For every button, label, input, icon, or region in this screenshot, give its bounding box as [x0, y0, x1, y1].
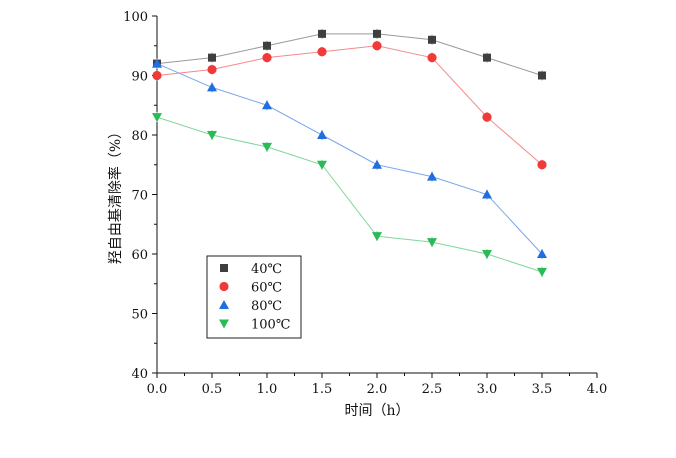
- data-point-triangle-up: [207, 82, 217, 92]
- legend-label: 100℃: [251, 318, 290, 333]
- data-point-triangle-up: [317, 130, 327, 139]
- data-point-circle: [372, 41, 382, 51]
- data-point-square: [428, 35, 436, 44]
- series-line: [156, 33, 543, 76]
- data-point-triangle-down: [219, 319, 229, 329]
- y-tick-label: 90: [131, 70, 148, 85]
- series-layer: [152, 28, 547, 277]
- series-2: [152, 40, 547, 170]
- x-tick-label: 2.5: [422, 382, 443, 397]
- y-tick-label: 100: [123, 10, 148, 25]
- data-point-triangle-up: [427, 171, 437, 181]
- data-point-square: [208, 53, 216, 62]
- x-tick-label: 1.5: [312, 382, 333, 397]
- data-point-triangle-down: [482, 250, 492, 259]
- data-point-triangle-down: [262, 142, 272, 152]
- series-4: [152, 112, 547, 277]
- data-point-triangle-down: [317, 160, 327, 170]
- series-line: [156, 116, 543, 273]
- data-point-square: [483, 53, 491, 62]
- x-tick-label: 4.0: [587, 382, 608, 397]
- y-tick-label: 60: [131, 248, 148, 263]
- data-point-square: [538, 71, 546, 80]
- data-point-triangle-up: [219, 300, 229, 309]
- legend-entry: 100℃: [219, 318, 290, 333]
- series-line: [156, 63, 543, 255]
- y-tick-label: 80: [131, 129, 148, 144]
- data-point-circle: [219, 281, 229, 292]
- data-point-triangle-up: [372, 159, 382, 169]
- data-point-circle: [317, 47, 327, 57]
- axes: 0.0 0.5 1.0 1.5 2.0 2.5 3.0 3.5 4.0 40 50 60 70 80 90 1…: [123, 10, 607, 397]
- data-point-triangle-down: [372, 232, 382, 242]
- data-point-circle: [537, 160, 547, 170]
- legend-entry: 60℃: [219, 281, 282, 296]
- data-point-triangle-up: [537, 249, 547, 258]
- data-point-triangle-down: [537, 267, 547, 277]
- data-point-square: [263, 41, 271, 50]
- data-point-circle: [262, 53, 272, 63]
- data-point-circle: [427, 53, 437, 63]
- data-point-square: [373, 29, 381, 38]
- x-tick-label: 3.0: [477, 382, 498, 397]
- data-point-triangle-down: [152, 113, 162, 123]
- series-3: [152, 58, 547, 259]
- y-tick-label: 50: [131, 308, 148, 323]
- data-point-circle: [152, 70, 162, 81]
- data-point-square: [220, 264, 228, 272]
- data-point-triangle-up: [152, 58, 162, 68]
- series-line: [156, 45, 543, 166]
- x-tick-label: 1.0: [257, 382, 278, 397]
- series-1: [153, 28, 546, 81]
- legend-entry: 40℃: [220, 262, 282, 277]
- y-tick-label: 40: [131, 367, 148, 382]
- x-tick-label: 0.0: [147, 382, 168, 397]
- legend-label: 40℃: [251, 262, 282, 277]
- legend-entry: 80℃: [219, 299, 282, 314]
- data-point-circle: [482, 112, 492, 122]
- data-point-triangle-down: [427, 238, 437, 248]
- x-tick-label: 0.5: [202, 382, 223, 397]
- x-axis-title: 时间（h）: [344, 403, 409, 419]
- x-tick-label: 3.5: [532, 382, 553, 397]
- y-axis-title: 羟自由基清除率（%）: [107, 125, 124, 264]
- data-point-triangle-up: [482, 189, 492, 199]
- data-point-square: [318, 29, 326, 38]
- data-point-circle: [207, 64, 217, 75]
- legend-label: 60℃: [251, 281, 282, 296]
- data-point-triangle-down: [207, 131, 217, 140]
- x-tick-label: 2.0: [367, 382, 388, 397]
- legend: 40℃ 60℃ 80℃ 100℃: [206, 255, 302, 339]
- data-point-triangle-up: [262, 100, 272, 110]
- legend-label: 80℃: [251, 299, 282, 314]
- y-tick-label: 70: [131, 189, 148, 204]
